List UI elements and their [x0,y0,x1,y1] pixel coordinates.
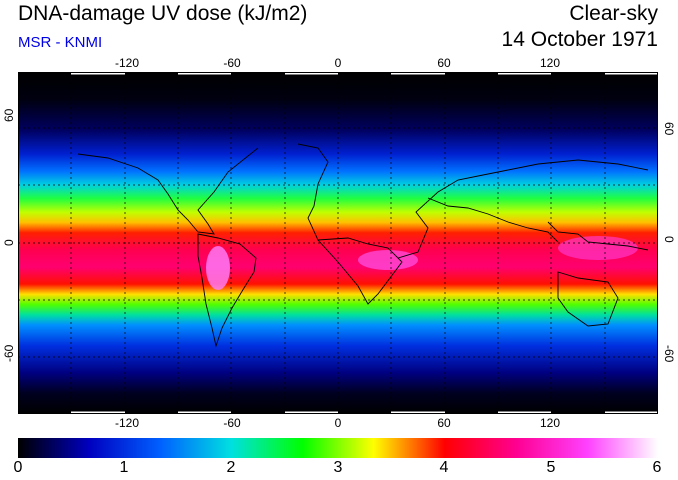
colorbar-label: 0 [13,459,23,476]
lat-tick-left: 0 [2,239,16,246]
colorbar-label: 2 [226,459,236,476]
lat-tick-left: 60 [2,108,16,122]
lon-tick-top: -60 [223,56,241,70]
uv-hotspot [558,236,638,260]
colorbar [18,438,658,458]
lon-tick-top: 0 [334,56,342,70]
uv-hotspot [206,246,230,290]
graticule [18,72,658,414]
lat-tick-left: -60 [2,344,16,362]
map-frame [18,72,658,414]
lon-tick-bottom: -120 [114,416,140,430]
lat-tick-right: 60 [662,122,676,136]
lon-tick-top: -120 [114,56,140,70]
date-label: 14 October 1971 [501,28,658,51]
colorbar-label: 3 [333,459,343,476]
lon-tick-bottom: 0 [334,416,342,430]
coastlines [77,143,649,348]
lon-tick-bottom: -60 [223,416,241,430]
lon-tick-bottom: 120 [539,416,561,430]
lat-tick-right: 0 [662,236,676,243]
colorbar-label: 1 [119,459,129,476]
lon-tick-top: 120 [539,56,561,70]
lon-tick-top: 60 [437,56,451,70]
lon-tick-bottom: 60 [437,416,451,430]
lat-tick-right: -60 [662,345,676,363]
map-title: DNA-damage UV dose (kJ/m2) [18,2,308,25]
colorbar-label: 5 [546,459,556,476]
colorbar-label: 4 [439,459,449,476]
sky-condition-label: Clear-sky [569,2,658,25]
colorbar-label: 6 [652,459,662,476]
uv-hotspot [358,250,418,270]
source-label: MSR - KNMI [18,34,103,51]
uv-dose-map [18,72,658,414]
